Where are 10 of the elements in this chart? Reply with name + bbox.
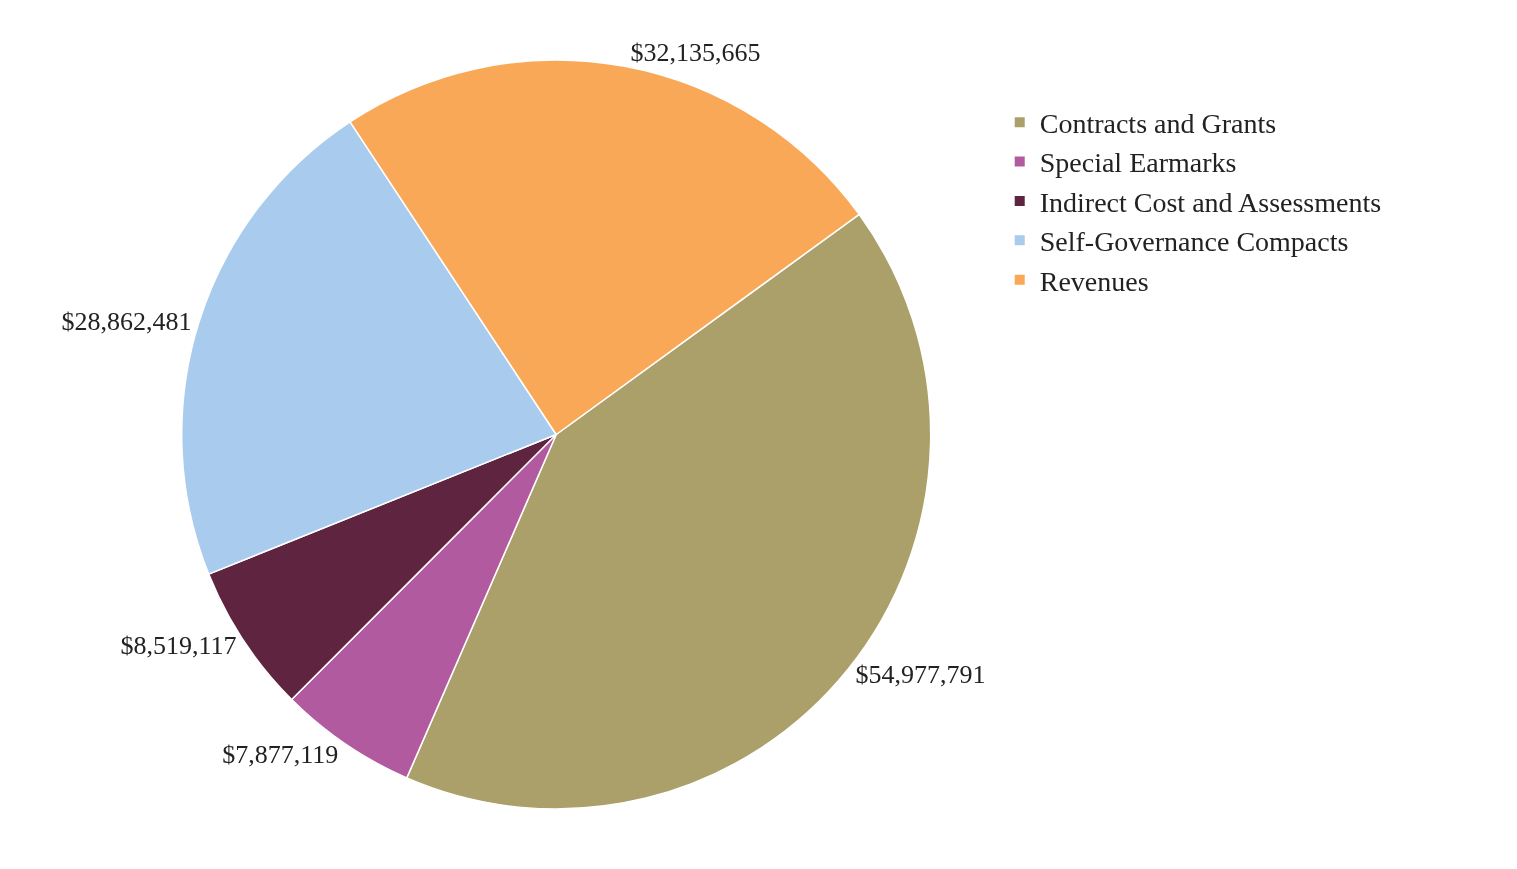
legend-label: Indirect Cost and Assessments <box>1039 186 1382 218</box>
legend-label: Contracts and Grants <box>1039 108 1277 140</box>
data-label: $54,977,791 <box>855 660 986 690</box>
legend-label: Self-Governance Compacts <box>1039 226 1349 258</box>
data-label: $8,519,117 <box>120 630 237 660</box>
data-label: $7,877,119 <box>222 739 339 769</box>
data-label: $32,135,665 <box>630 37 761 67</box>
data-label: $28,862,481 <box>61 306 192 336</box>
legend-label: Revenues <box>1039 265 1149 297</box>
legend-label: Special Earmarks <box>1039 147 1237 179</box>
